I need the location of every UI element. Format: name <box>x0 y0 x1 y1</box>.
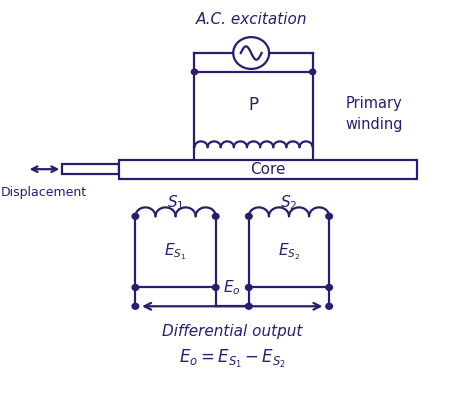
Text: $E_o = E_{S_1} - E_{S_2}$: $E_o = E_{S_1} - E_{S_2}$ <box>179 348 286 370</box>
Bar <box>119 160 417 178</box>
Circle shape <box>212 213 219 219</box>
Circle shape <box>326 303 332 309</box>
Text: Core: Core <box>250 162 285 177</box>
Circle shape <box>310 69 316 75</box>
Circle shape <box>212 284 219 290</box>
Text: Primary
winding: Primary winding <box>346 96 403 132</box>
Circle shape <box>132 213 139 219</box>
Bar <box>62 164 119 174</box>
Text: P: P <box>248 96 259 114</box>
Text: $S_1$: $S_1$ <box>167 194 184 212</box>
Circle shape <box>326 284 332 290</box>
Circle shape <box>132 284 139 290</box>
Text: A.C. excitation: A.C. excitation <box>195 12 307 27</box>
Text: Displacement: Displacement <box>0 186 87 199</box>
Text: $E_o$: $E_o$ <box>223 278 241 297</box>
Circle shape <box>191 69 198 75</box>
Circle shape <box>246 213 252 219</box>
Circle shape <box>246 284 252 290</box>
Text: $S_2$: $S_2$ <box>280 194 298 212</box>
Circle shape <box>132 303 139 309</box>
Circle shape <box>246 303 252 309</box>
Text: $E_{S_1}$: $E_{S_1}$ <box>164 241 187 262</box>
Text: Differential output: Differential output <box>162 324 302 339</box>
Circle shape <box>326 213 332 219</box>
Text: $E_{S_2}$: $E_{S_2}$ <box>278 241 300 262</box>
